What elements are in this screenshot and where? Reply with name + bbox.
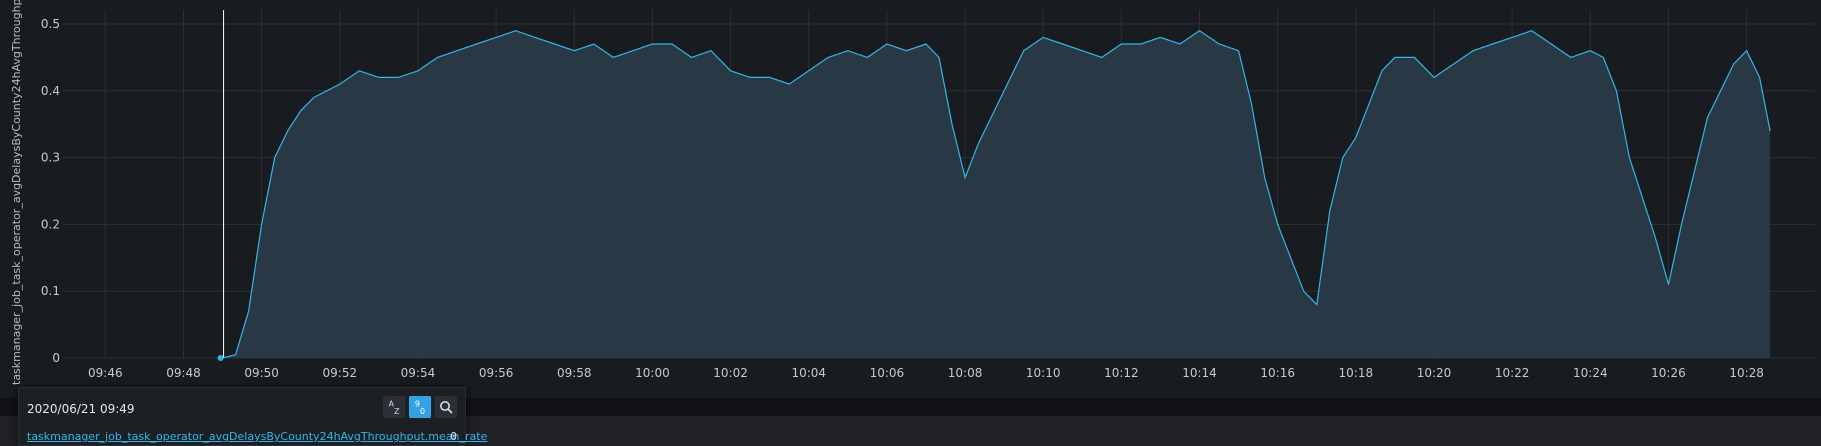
x-tick-label: 09:52: [323, 366, 358, 380]
x-tick-label: 10:20: [1417, 366, 1452, 380]
sort-value-icon: 90: [414, 398, 426, 416]
search-icon: [440, 401, 453, 414]
x-tick-label: 10:10: [1026, 366, 1061, 380]
x-tick-label: 09:54: [401, 366, 436, 380]
graph-tooltip: 2020/06/21 09:49 AZ 90 taskmanager_job_t…: [18, 387, 487, 446]
tooltip-series-name[interactable]: taskmanager_job_task_operator_avgDelaysB…: [27, 430, 488, 443]
x-tick-label: 09:50: [244, 366, 279, 380]
x-tick-label: 09:48: [166, 366, 201, 380]
tooltip-series-value: 0: [450, 430, 457, 443]
sort-alpha-button[interactable]: AZ: [383, 396, 405, 418]
x-tick-label: 10:26: [1651, 366, 1686, 380]
chart-canvas[interactable]: 00.10.20.30.40.5 09:46 09:48 09:50 09:52 09:…: [0, 0, 1821, 398]
x-axis: 09:46 09:48 09:50 09:52 09:54 09:56 09:58 10:00…: [88, 366, 1764, 380]
y-tick-label: 0.3: [41, 151, 60, 165]
y-axis-label: taskmanager_job_task_operator_avgDelaysB…: [10, 0, 23, 385]
x-tick-label: 10:08: [948, 366, 983, 380]
x-tick-label: 10:12: [1104, 366, 1139, 380]
search-button[interactable]: [435, 396, 457, 418]
hover-cursor: [217, 10, 225, 361]
y-tick-label: 0.5: [41, 17, 60, 31]
x-tick-label: 09:56: [479, 366, 514, 380]
x-tick-label: 09:58: [557, 366, 592, 380]
sort-value-button[interactable]: 90: [409, 396, 431, 418]
x-tick-label: 10:02: [713, 366, 748, 380]
graph-panel: 0 0.1 0.2 0.3 0.4 0.5 09:46 09:48 09:50 09:52 09:…: [0, 0, 1821, 398]
x-tick-label: 10:14: [1182, 366, 1217, 380]
series-area-fill: [222, 30, 1771, 358]
x-tick-label: 09:46: [88, 366, 123, 380]
y-tick-label: 0.4: [41, 84, 60, 98]
y-axis: 0 0.1 0.2 0.3 0.4 0.5: [41, 17, 60, 365]
y-tick-label: 0.1: [41, 284, 60, 298]
cursor-point: [217, 355, 224, 361]
series-line-path: [222, 29, 1771, 359]
x-tick-label: 10:22: [1495, 366, 1530, 380]
y-tick-label: 0.2: [41, 217, 60, 231]
x-tick-label: 10:04: [791, 366, 826, 380]
x-tick-label: 10:16: [1260, 366, 1295, 380]
x-tick-label: 10:18: [1339, 366, 1374, 380]
tooltip-time: 2020/06/21 09:49: [27, 402, 135, 416]
y-tick-label: 0: [52, 351, 60, 365]
x-tick-label: 10:06: [870, 366, 905, 380]
sort-alpha-icon: AZ: [388, 398, 400, 416]
series-area: [222, 30, 1771, 358]
series-line: [222, 29, 1771, 359]
x-tick-label: 10:24: [1573, 366, 1608, 380]
x-tick-label: 10:00: [635, 366, 670, 380]
tooltip-controls: AZ 90: [383, 396, 457, 418]
x-tick-label: 10:28: [1729, 366, 1764, 380]
